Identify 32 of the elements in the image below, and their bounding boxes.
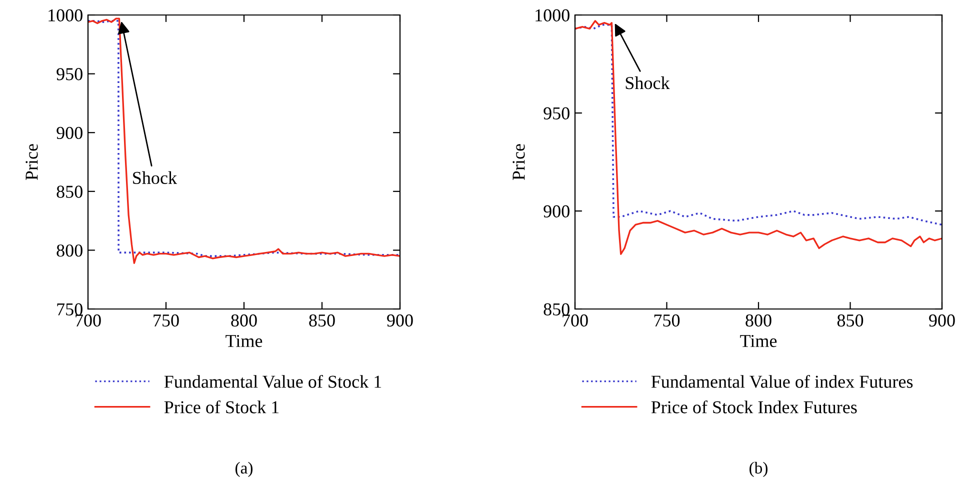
x-tick-label: 750 [654,314,680,327]
x-axis-title: Time [226,334,262,348]
y-tick-label: 1000 [536,9,570,22]
legend-label: Fundamental Value of Stock 1 [164,374,382,388]
y-tick-label: 1000 [48,9,82,22]
x-tick-label: 850 [837,314,864,327]
x-tick-label: 700 [562,314,588,327]
legend-label: Fundamental Value of index Futures [651,374,913,388]
x-tick-label: 750 [154,314,179,327]
x-tick-label: 850 [309,314,335,327]
y-tick-label: 800 [56,244,82,257]
legend-label: Price of Stock 1 [164,400,279,414]
y-axis-title: Price [512,144,525,180]
x-tick-label: 900 [929,314,955,327]
x-tick-label: 700 [76,314,101,327]
legend-label: Price of Stock Index Futures [651,400,857,414]
y-tick-label: 850 [544,303,570,316]
text: (a) [235,462,253,477]
text: (b) [750,462,768,477]
y-tick-label: 900 [56,126,82,140]
annotation: Shock [133,171,178,184]
x-tick-label: 800 [746,314,772,327]
y-tick-label: 750 [57,303,82,316]
y-axis-title: Price [26,144,38,180]
y-tick-label: 950 [56,68,82,80]
x-axis-title: Time [740,334,777,348]
annotation: Shock [626,76,670,90]
y-tick-label: 850 [56,186,82,198]
x-tick-label: 900 [387,314,413,327]
y-tick-label: 950 [544,107,570,120]
y-tick-label: 900 [544,205,570,218]
x-tick-label: 800 [231,314,257,327]
